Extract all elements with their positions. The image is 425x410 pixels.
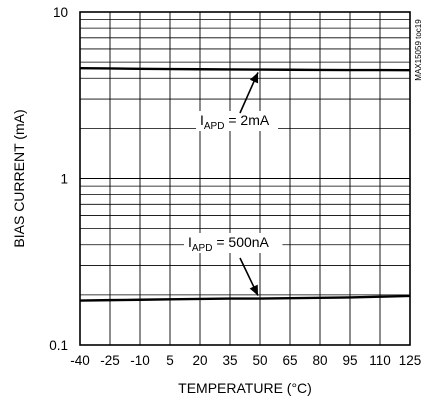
x-tick-label: -10 [130, 353, 150, 368]
x-tick-label: 80 [312, 353, 327, 368]
x-axis-label: TEMPERATURE (°C) [178, 380, 312, 396]
y-axis-label: BIAS CURRENT (mA) [11, 109, 27, 247]
annotation-label-bg [184, 233, 283, 253]
plot-frame [79, 11, 411, 346]
x-tick-label: -40 [70, 353, 90, 368]
x-tick-label: 50 [252, 353, 267, 368]
y-tick-label: 10 [53, 5, 68, 20]
annotation-arrowhead [249, 72, 259, 84]
x-tick-label: 125 [399, 353, 422, 368]
annotation-arrowhead [249, 284, 258, 296]
x-tick-label: 65 [282, 353, 297, 368]
x-tick-label: 20 [192, 353, 207, 368]
y-tick-label: 1 [60, 172, 68, 187]
y-tick-label: 0.1 [49, 338, 68, 353]
grid [79, 11, 411, 346]
series-line-2 [79, 294, 411, 302]
x-tick-label: 5 [166, 353, 174, 368]
x-tick-label: 95 [342, 353, 357, 368]
annotation-label: IAPD = 2mA [200, 112, 270, 132]
series-line-1 [79, 66, 411, 72]
annotation-label-bg [196, 111, 278, 131]
x-tick-label: -25 [100, 353, 120, 368]
annotation-label: IAPD = 500nA [188, 234, 270, 254]
x-tick-label: 110 [369, 353, 391, 368]
chart-watermark: MAX15059 toc19 [414, 19, 423, 81]
x-tick-label: 35 [222, 353, 237, 368]
